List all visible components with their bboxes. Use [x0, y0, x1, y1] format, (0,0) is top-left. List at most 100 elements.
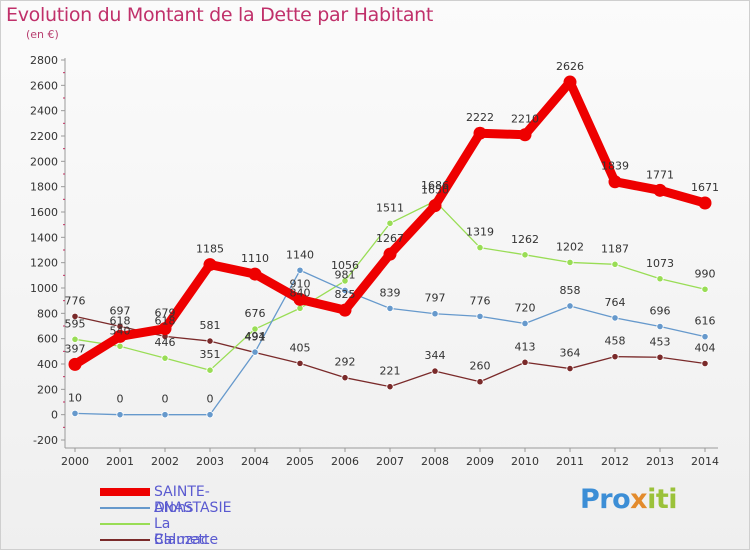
y-tick-label: 2600 — [30, 79, 58, 92]
data-point — [476, 312, 484, 320]
data-label: 581 — [200, 319, 221, 332]
data-point — [71, 409, 79, 417]
data-label: 1686 — [421, 179, 449, 192]
y-tick-label: 1600 — [30, 206, 58, 219]
legend-label: SAINTE-ANASTASIE — [154, 484, 232, 516]
data-point — [296, 359, 304, 367]
data-label: 981 — [335, 268, 356, 281]
y-tick-label: 600 — [37, 333, 58, 346]
data-point — [203, 258, 217, 272]
data-point — [161, 411, 169, 419]
x-tick-label: 2010 — [511, 455, 539, 468]
data-point — [431, 367, 439, 375]
x-tick-label: 2001 — [106, 455, 134, 468]
data-label: 1839 — [601, 160, 629, 173]
x-tick-label: 2008 — [421, 455, 449, 468]
legend-swatch — [100, 507, 150, 509]
data-label: 990 — [695, 267, 716, 280]
data-label: 1202 — [556, 240, 584, 253]
data-point — [656, 322, 664, 331]
data-point — [476, 243, 484, 252]
data-point — [116, 322, 124, 330]
data-label: 840 — [290, 286, 311, 299]
data-label: 616 — [695, 315, 716, 328]
y-tick-label: 1000 — [30, 282, 58, 295]
data-point — [653, 183, 667, 197]
data-label: 1073 — [646, 257, 674, 270]
y-tick-label: 1200 — [30, 257, 58, 270]
y-tick-label: 2800 — [30, 54, 58, 67]
data-point — [68, 357, 82, 371]
y-tick-label: 2200 — [30, 130, 58, 143]
data-label: 1671 — [691, 181, 719, 194]
x-tick-label: 2011 — [556, 455, 584, 468]
data-label: 491 — [245, 330, 266, 343]
proxiti-logo: Proxiti — [580, 484, 677, 515]
data-point — [521, 251, 529, 259]
data-label: 720 — [515, 301, 536, 314]
data-label: 1511 — [376, 201, 404, 214]
data-label: 1771 — [646, 168, 674, 181]
data-label: 797 — [425, 292, 446, 305]
data-label: 1140 — [286, 248, 314, 261]
data-label: 697 — [110, 304, 131, 317]
data-point — [701, 333, 709, 341]
data-point — [251, 325, 259, 333]
data-label: 1187 — [601, 242, 629, 255]
data-point — [206, 411, 214, 419]
x-tick-label: 2012 — [601, 455, 629, 468]
data-label: 839 — [380, 286, 401, 299]
x-tick-label: 2004 — [241, 455, 269, 468]
data-point — [116, 411, 124, 419]
data-label: 618 — [110, 314, 131, 327]
x-tick-label: 2003 — [196, 455, 224, 468]
data-point — [293, 292, 307, 306]
data-label: 595 — [65, 317, 86, 330]
data-point — [296, 266, 304, 274]
data-label: 776 — [470, 294, 491, 307]
data-label: 221 — [380, 365, 401, 378]
data-point — [206, 366, 214, 374]
chart-title: Evolution du Montant de la Dette par Hab… — [6, 4, 434, 26]
data-point — [71, 312, 79, 320]
data-label: 1056 — [331, 259, 359, 272]
x-tick-label: 2000 — [61, 455, 89, 468]
chart-subtitle: (en €) — [26, 28, 59, 41]
data-point — [296, 304, 304, 312]
data-point — [611, 260, 619, 268]
data-label: 260 — [470, 360, 491, 373]
y-tick-label: 0 — [51, 409, 58, 422]
data-label: 351 — [200, 348, 221, 361]
data-label: 2222 — [466, 111, 494, 124]
data-point — [656, 275, 664, 283]
data-label: 1319 — [466, 226, 494, 239]
data-label: 0 — [162, 393, 169, 406]
data-label: 764 — [605, 296, 626, 309]
data-point — [611, 353, 619, 361]
legend-label: Blauzac — [154, 532, 209, 548]
data-point — [521, 319, 529, 328]
data-label: 1110 — [241, 252, 269, 265]
legend-swatch — [100, 488, 150, 496]
y-tick-label: 1400 — [30, 231, 58, 244]
data-point — [563, 75, 577, 89]
data-point — [701, 285, 709, 293]
data-point — [698, 196, 712, 210]
y-tick-label: 2000 — [30, 155, 58, 168]
data-label: 825 — [335, 288, 356, 301]
data-label: 405 — [290, 341, 311, 354]
data-label: 1267 — [376, 232, 404, 245]
data-label: 404 — [695, 341, 716, 354]
data-point — [518, 128, 532, 142]
data-label: 910 — [290, 277, 311, 290]
y-tick-label: 1800 — [30, 181, 58, 194]
legend-swatch — [100, 539, 150, 541]
data-point — [113, 329, 127, 343]
legend-swatch — [100, 523, 150, 525]
x-tick-label: 2014 — [691, 455, 719, 468]
data-point — [341, 374, 349, 382]
data-point — [383, 247, 397, 261]
data-label: 0 — [117, 393, 124, 406]
data-point — [251, 348, 259, 356]
